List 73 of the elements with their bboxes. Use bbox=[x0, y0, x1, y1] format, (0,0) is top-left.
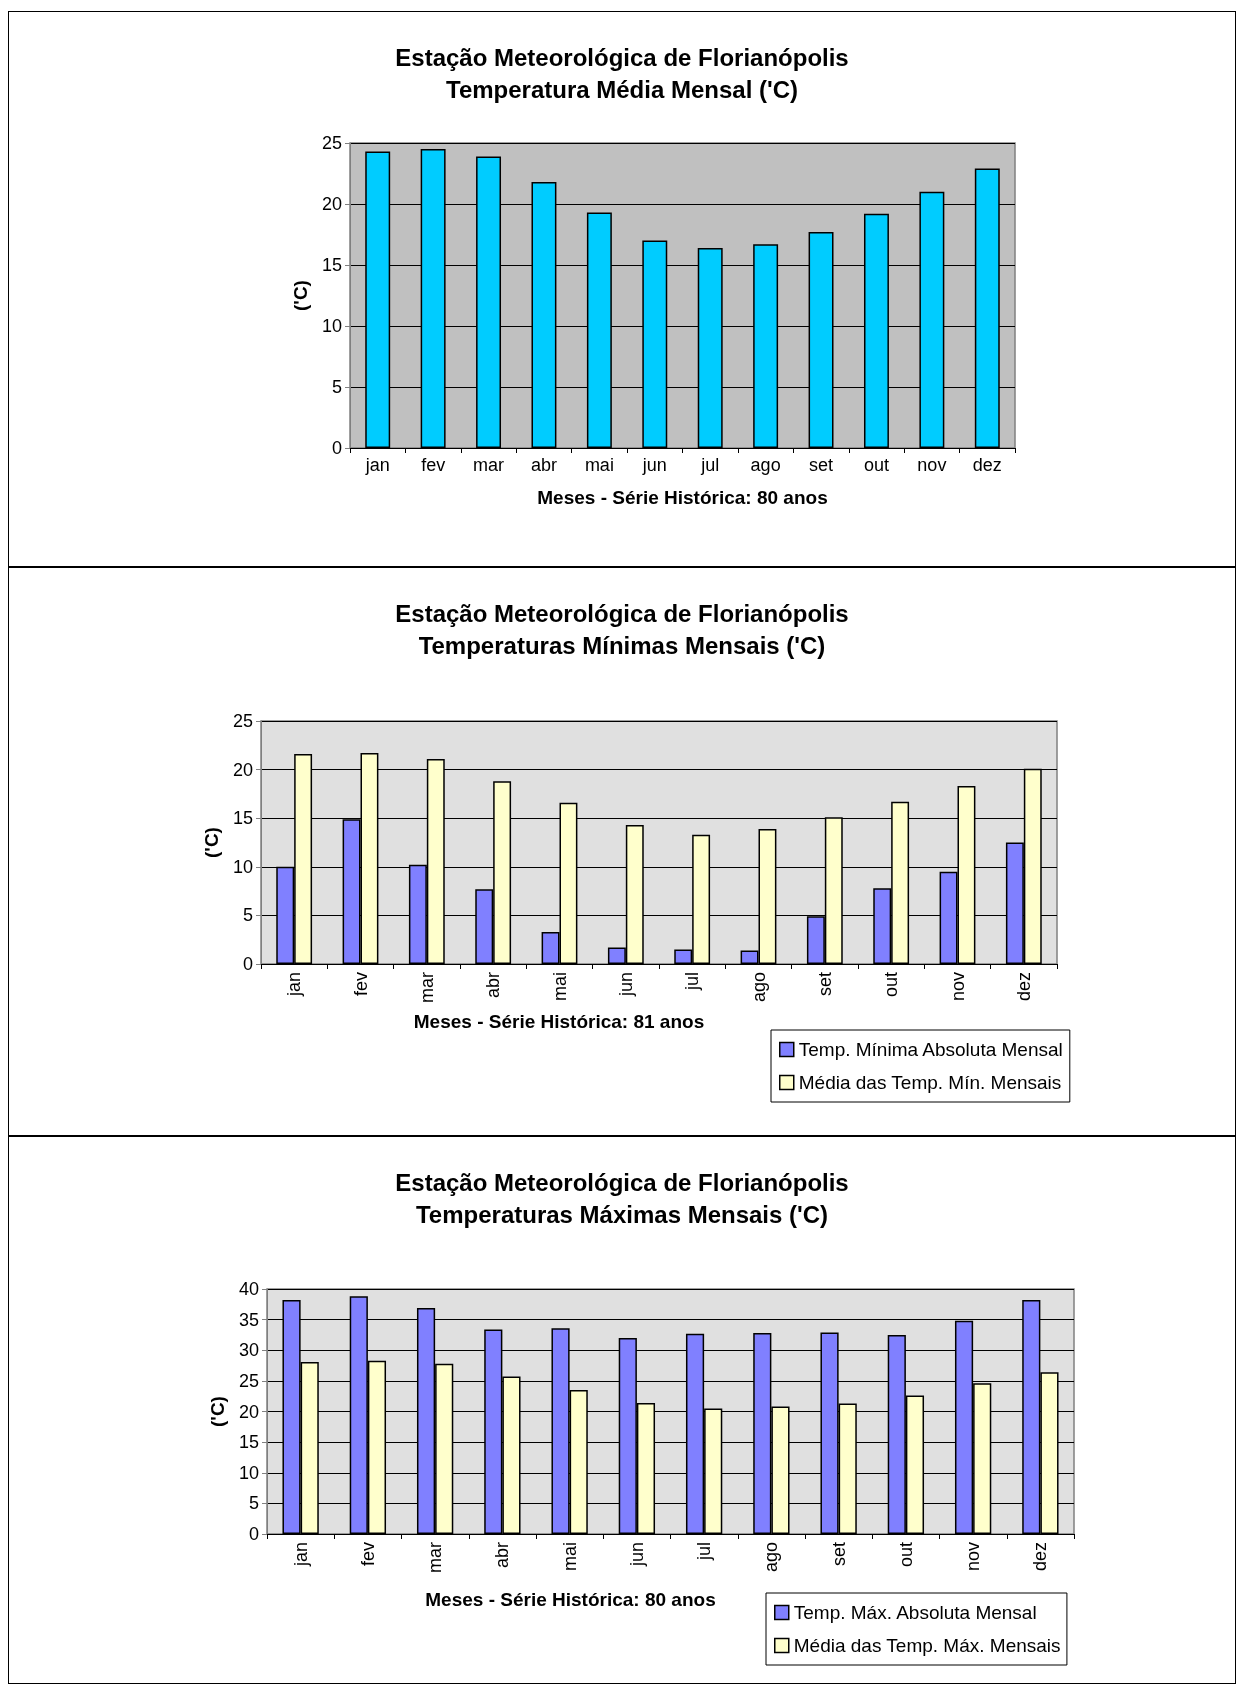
y-tick-label: 30 bbox=[238, 1340, 259, 1361]
y-tick-label: 20 bbox=[321, 194, 342, 214]
y-tick-label: 5 bbox=[242, 905, 253, 926]
x-tick-label: mar bbox=[473, 455, 505, 475]
x-tick-label: jan bbox=[290, 1542, 311, 1568]
chart-title: Estação Meteorológica de Florianópolis bbox=[395, 599, 849, 627]
x-tick-label: dez bbox=[972, 455, 1002, 475]
y-axis-title: ('C) bbox=[201, 827, 222, 858]
y-tick-label: 15 bbox=[321, 255, 342, 275]
chart-subtitle: Temperatura Média Mensal ('C) bbox=[445, 75, 799, 103]
x-tick-label: abr bbox=[530, 455, 557, 475]
legend-label: Média das Temp. Mín. Mensais bbox=[798, 1072, 1062, 1093]
y-tick-label: 0 bbox=[242, 954, 253, 974]
legend-label: Temp. Mínima Absoluta Mensal bbox=[798, 1039, 1063, 1060]
x-tick-label: out bbox=[863, 455, 889, 475]
x-tick-label: ago bbox=[750, 455, 781, 475]
x-tick-label: set bbox=[809, 455, 834, 475]
chart-subtitle: Temperaturas Máximas Mensais ('C) bbox=[415, 1200, 829, 1228]
y-tick-label: 15 bbox=[238, 1432, 259, 1453]
x-tick-label: mai bbox=[584, 455, 614, 475]
x-tick-label: dez bbox=[1013, 972, 1034, 1002]
x-tick-label: fev bbox=[357, 1542, 378, 1567]
y-tick-label: 40 bbox=[238, 1279, 259, 1299]
y-tick-label: 10 bbox=[321, 316, 342, 336]
y-tick-label: 10 bbox=[232, 856, 253, 877]
x-tick-label: mar bbox=[416, 972, 437, 1003]
x-tick-label: abr bbox=[492, 1541, 513, 1569]
x-tick-label: fev bbox=[421, 455, 446, 475]
x-tick-label: ago bbox=[761, 1542, 782, 1573]
x-tick-label: set bbox=[814, 972, 835, 997]
x-tick-label: jan bbox=[364, 455, 390, 475]
y-tick-label: 10 bbox=[238, 1462, 259, 1483]
x-tick-label: fev bbox=[350, 972, 371, 997]
x-axis-title: Meses - Série Histórica: 80 anos bbox=[425, 1589, 716, 1610]
y-tick-label: 15 bbox=[232, 808, 253, 829]
y-tick-label: 25 bbox=[232, 711, 253, 731]
x-axis-title: Meses - Série Histórica: 80 anos bbox=[537, 487, 828, 508]
y-tick-label: 20 bbox=[232, 759, 253, 780]
x-tick-label: jul bbox=[682, 972, 703, 992]
x-tick-label: out bbox=[881, 972, 902, 998]
x-tick-label: dez bbox=[1030, 1542, 1051, 1572]
x-tick-label: ago bbox=[748, 972, 769, 1003]
x-tick-label: jul bbox=[694, 1542, 715, 1562]
legend-label: Média das Temp. Máx. Mensais bbox=[793, 1635, 1061, 1656]
x-tick-label: nov bbox=[947, 972, 968, 1002]
x-tick-label: out bbox=[895, 1542, 916, 1568]
x-tick-label: set bbox=[828, 1542, 849, 1567]
y-tick-label: 25 bbox=[238, 1370, 259, 1391]
y-tick-label: 5 bbox=[248, 1493, 259, 1514]
y-tick-label: 0 bbox=[248, 1524, 259, 1544]
x-tick-label: jun bbox=[626, 1542, 647, 1568]
x-tick-label: jun bbox=[641, 455, 667, 475]
y-axis-title: ('C) bbox=[290, 280, 311, 311]
x-tick-label: jun bbox=[615, 972, 636, 998]
y-tick-label: 25 bbox=[321, 133, 342, 153]
x-tick-label: jan bbox=[284, 972, 305, 998]
legend-label: Temp. Máx. Absoluta Mensal bbox=[793, 1602, 1037, 1623]
y-tick-label: 35 bbox=[238, 1309, 259, 1330]
x-tick-label: mai bbox=[549, 972, 570, 1002]
chart-title: Estação Meteorológica de Florianópolis bbox=[395, 1168, 849, 1196]
y-tick-label: 5 bbox=[331, 377, 342, 397]
x-axis-title: Meses - Série Histórica: 81 anos bbox=[413, 1011, 705, 1032]
x-tick-label: mar bbox=[425, 1542, 446, 1573]
chart-subtitle: Temperaturas Mínimas Mensais ('C) bbox=[418, 631, 826, 659]
y-tick-label: 20 bbox=[238, 1401, 259, 1422]
chart-title: Estação Meteorológica de Florianópolis bbox=[395, 43, 849, 71]
x-tick-label: abr bbox=[483, 971, 504, 999]
x-tick-label: jul bbox=[700, 455, 720, 475]
y-tick-label: 0 bbox=[331, 438, 342, 458]
x-tick-label: mai bbox=[559, 1542, 580, 1572]
x-tick-label: nov bbox=[963, 1542, 984, 1572]
y-axis-title: ('C) bbox=[207, 1396, 228, 1427]
x-tick-label: nov bbox=[917, 455, 947, 475]
